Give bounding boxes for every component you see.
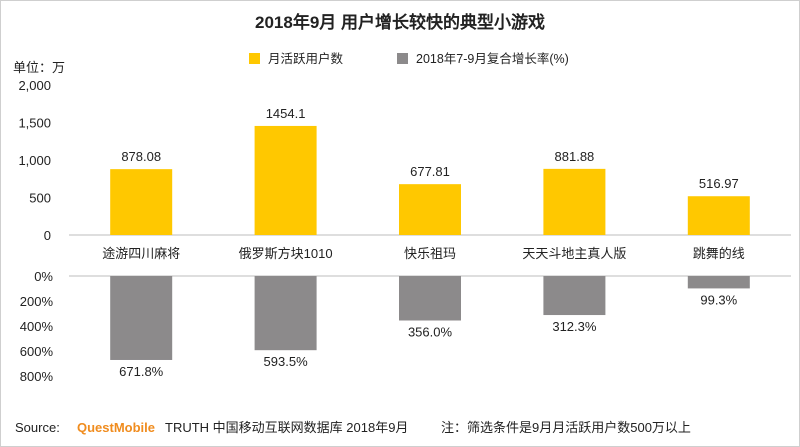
bar-mau xyxy=(110,169,173,235)
bar-growth xyxy=(254,276,317,351)
bar-growth-value-label: 356.0% xyxy=(408,325,453,340)
bar-mau-value-label: 1454.1 xyxy=(266,106,306,121)
top-y-tick-label: 500 xyxy=(29,191,51,206)
bottom-y-tick-label: 0% xyxy=(34,269,53,284)
bar-growth-value-label: 593.5% xyxy=(264,354,309,369)
top-y-tick-label: 1,500 xyxy=(18,116,51,131)
bottom-y-tick-label: 800% xyxy=(20,369,54,384)
source-brand: QuestMobile xyxy=(77,420,155,435)
bar-mau-value-label: 677.81 xyxy=(410,164,450,179)
bar-mau xyxy=(687,196,750,235)
bar-mau-value-label: 881.88 xyxy=(555,149,595,164)
source-label: Source: xyxy=(15,420,60,435)
bottom-y-tick-label: 400% xyxy=(20,319,54,334)
chart-title: 2018年9月 用户增长较快的典型小游戏 xyxy=(255,12,545,32)
source-text: TRUTH 中国移动互联网数据库 2018年9月 xyxy=(165,420,408,435)
top-y-tick-label: 0 xyxy=(44,228,51,243)
category-labels: 途游四川麻将 俄罗斯方块1010 快乐祖玛 天天斗地主真人版 跳舞的线 xyxy=(102,246,745,261)
legend: 月活跃用户数 2018年7-9月复合增长率(%) xyxy=(249,51,569,66)
bar-mau-value-label: 878.08 xyxy=(121,149,161,164)
unit-label: 单位：万 xyxy=(13,60,65,75)
top-bars: 878.08 1454.1 677.81 881.88 516.97 xyxy=(110,106,750,235)
category-label: 快乐祖玛 xyxy=(404,246,456,261)
top-y-axis: 2,000 1,500 1,000 500 0 xyxy=(18,78,791,243)
bottom-y-axis: 0% 200% 400% 600% 800% xyxy=(20,269,791,384)
bar-growth xyxy=(687,276,750,289)
bar-mau xyxy=(543,168,606,235)
bar-mau xyxy=(399,184,461,235)
legend-swatch-growth xyxy=(397,53,408,64)
category-label: 跳舞的线 xyxy=(693,246,745,261)
top-y-tick-label: 1,000 xyxy=(18,153,51,168)
legend-label-growth: 2018年7-9月复合增长率(%) xyxy=(416,51,569,66)
category-label: 途游四川麻将 xyxy=(102,246,180,261)
legend-swatch-mau xyxy=(249,53,260,64)
footer-note: 注：筛选条件是9月月活跃用户数500万以上 xyxy=(441,420,691,435)
top-y-tick-label: 2,000 xyxy=(18,78,51,93)
bar-growth-value-label: 671.8% xyxy=(119,364,164,379)
legend-label-mau: 月活跃用户数 xyxy=(268,51,344,66)
bar-growth xyxy=(110,276,173,360)
bottom-y-tick-label: 600% xyxy=(20,344,54,359)
bar-growth-value-label: 312.3% xyxy=(552,319,597,334)
footer: Source: QuestMobile TRUTH 中国移动互联网数据库 201… xyxy=(15,420,691,435)
bar-mau-value-label: 516.97 xyxy=(699,176,739,191)
bar-growth xyxy=(399,276,461,321)
bar-growth-value-label: 99.3% xyxy=(700,292,737,307)
bottom-y-tick-label: 200% xyxy=(20,294,54,309)
bar-growth xyxy=(543,276,606,316)
bottom-bars: 671.8% 593.5% 356.0% 312.3% 99.3% xyxy=(110,276,750,379)
category-label: 俄罗斯方块1010 xyxy=(239,246,333,261)
bar-mau xyxy=(254,125,317,235)
category-label: 天天斗地主真人版 xyxy=(522,246,626,261)
